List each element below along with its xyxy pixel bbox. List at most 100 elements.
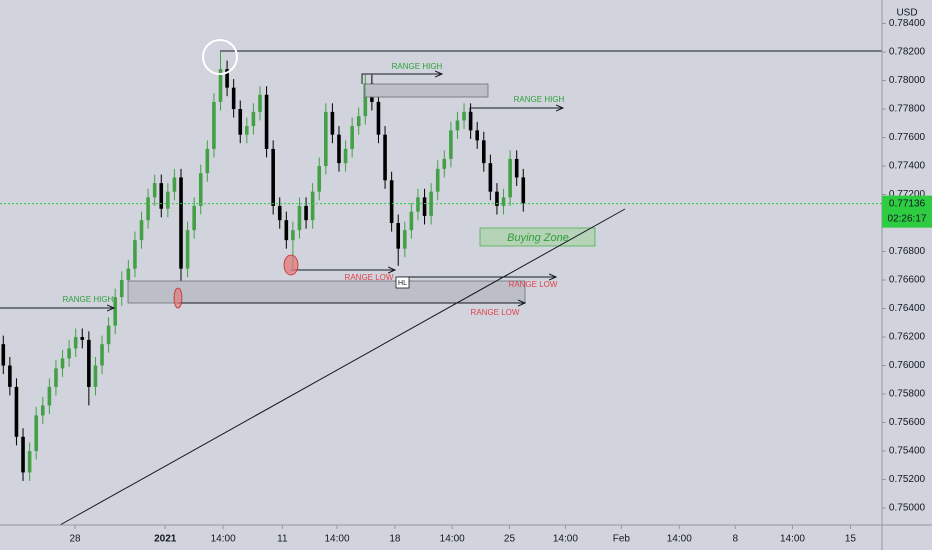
candle-body (87, 339, 91, 387)
y-tick-label: 0.77800 (889, 104, 926, 115)
arrow (469, 108, 563, 120)
candle-body (409, 211, 414, 231)
annotation: RANGE LOW (471, 308, 520, 317)
candle-body (468, 111, 473, 131)
candle-body (337, 134, 341, 164)
candle-body (429, 191, 433, 216)
candle-body (330, 111, 335, 135)
candle-body (258, 94, 262, 112)
candle-body (34, 415, 39, 452)
y-tick-label: 0.78400 (889, 18, 926, 29)
candle-body (218, 69, 223, 102)
last-price-label: 0.77136 (889, 198, 926, 209)
candle-body (389, 180, 394, 224)
hl-box (395, 276, 410, 289)
y-tick-label: 0.75400 (889, 446, 926, 457)
candle-body (179, 177, 183, 269)
x-tick-label: 15 (845, 534, 857, 545)
candle-body (422, 197, 427, 216)
candle-body (40, 405, 45, 416)
candle-body (119, 280, 124, 298)
candle-body (73, 337, 78, 349)
countdown: 02:26:17 (888, 213, 927, 224)
candle-body (146, 197, 150, 221)
candle-body (416, 197, 420, 212)
candle-body (277, 205, 282, 221)
highlight-circle (202, 39, 238, 75)
candle-body (185, 230, 190, 269)
candle-body (356, 116, 361, 127)
x-tick-label: 25 (504, 534, 516, 545)
candle-body (449, 130, 453, 159)
candle-body (1, 344, 6, 366)
candle-body (310, 191, 315, 221)
candle-body (271, 148, 275, 206)
axes: 0.75000 0.75200 0.75400 0.75600 0.75800 0.760… (69, 18, 932, 545)
candle-body (488, 163, 493, 192)
candle-body (514, 158, 519, 178)
candle-body (264, 94, 269, 149)
candle-body (14, 386, 19, 437)
candle-body (396, 223, 401, 249)
candle-body (324, 111, 328, 167)
candle-body (297, 205, 302, 231)
arrow (361, 74, 442, 84)
candle-body (350, 126, 354, 149)
annotation: HL (398, 280, 407, 287)
candle-body (139, 220, 144, 241)
candle-body (166, 191, 170, 209)
candle-body (100, 344, 104, 366)
y-tick-label: 0.77400 (889, 161, 926, 172)
candle-body (291, 230, 295, 241)
candle-body (126, 268, 131, 281)
range-box (364, 83, 489, 98)
price-label-bg (882, 195, 932, 228)
y-tick-label: 0.78200 (889, 47, 926, 58)
x-tick-label: Feb (613, 534, 631, 545)
candle-body (363, 83, 368, 117)
candle-body (106, 325, 111, 345)
candle-body (455, 120, 460, 131)
candle-body (47, 386, 52, 406)
candle-body (231, 87, 236, 110)
range-box (127, 280, 526, 304)
y-tick-label: 0.78000 (889, 75, 926, 86)
candle-body (60, 358, 65, 369)
currency: USD (896, 8, 917, 19)
x-tick-label: 8 (732, 534, 738, 545)
x-tick-label: 14:00 (211, 534, 236, 545)
candle-body (93, 365, 98, 387)
candle-body (159, 183, 164, 209)
candle-body (113, 297, 117, 326)
x-tick-label: 11 (277, 534, 288, 545)
candle-body (508, 158, 512, 198)
candle-body (192, 205, 196, 231)
y-tick-label: 0.76800 (889, 246, 926, 257)
y-tick-label: 0.76600 (889, 275, 926, 286)
y-tick-label: 0.75000 (889, 503, 926, 514)
candle-body (481, 140, 486, 164)
y-tick-label: 0.76200 (889, 332, 926, 343)
candle-body (238, 109, 243, 135)
candle-body (8, 365, 12, 387)
annotation: RANGE LOW (509, 280, 558, 289)
y-tick-label: 0.75800 (889, 389, 926, 400)
candle-body (80, 337, 85, 340)
candle-body (251, 111, 256, 127)
candle-body (402, 230, 407, 249)
y-tick-label: 0.75600 (889, 417, 926, 428)
candle-body (133, 240, 137, 269)
candle-body (304, 205, 308, 221)
x-tick-label: 14:00 (667, 534, 692, 545)
trend-line (59, 208, 626, 526)
drawings: RANGE HIGH RANGE HIGH RANGE HIGH RANGE L… (0, 39, 882, 526)
candle-body (205, 148, 210, 174)
candle-body (495, 191, 499, 206)
candle-body (21, 436, 25, 473)
annotation: RANGE LOW (345, 273, 394, 282)
y-tick-label: 0.77600 (889, 132, 926, 143)
x-tick-label: 28 (69, 534, 81, 545)
annotation: RANGE HIGH (514, 95, 565, 104)
candle-body (27, 451, 32, 473)
